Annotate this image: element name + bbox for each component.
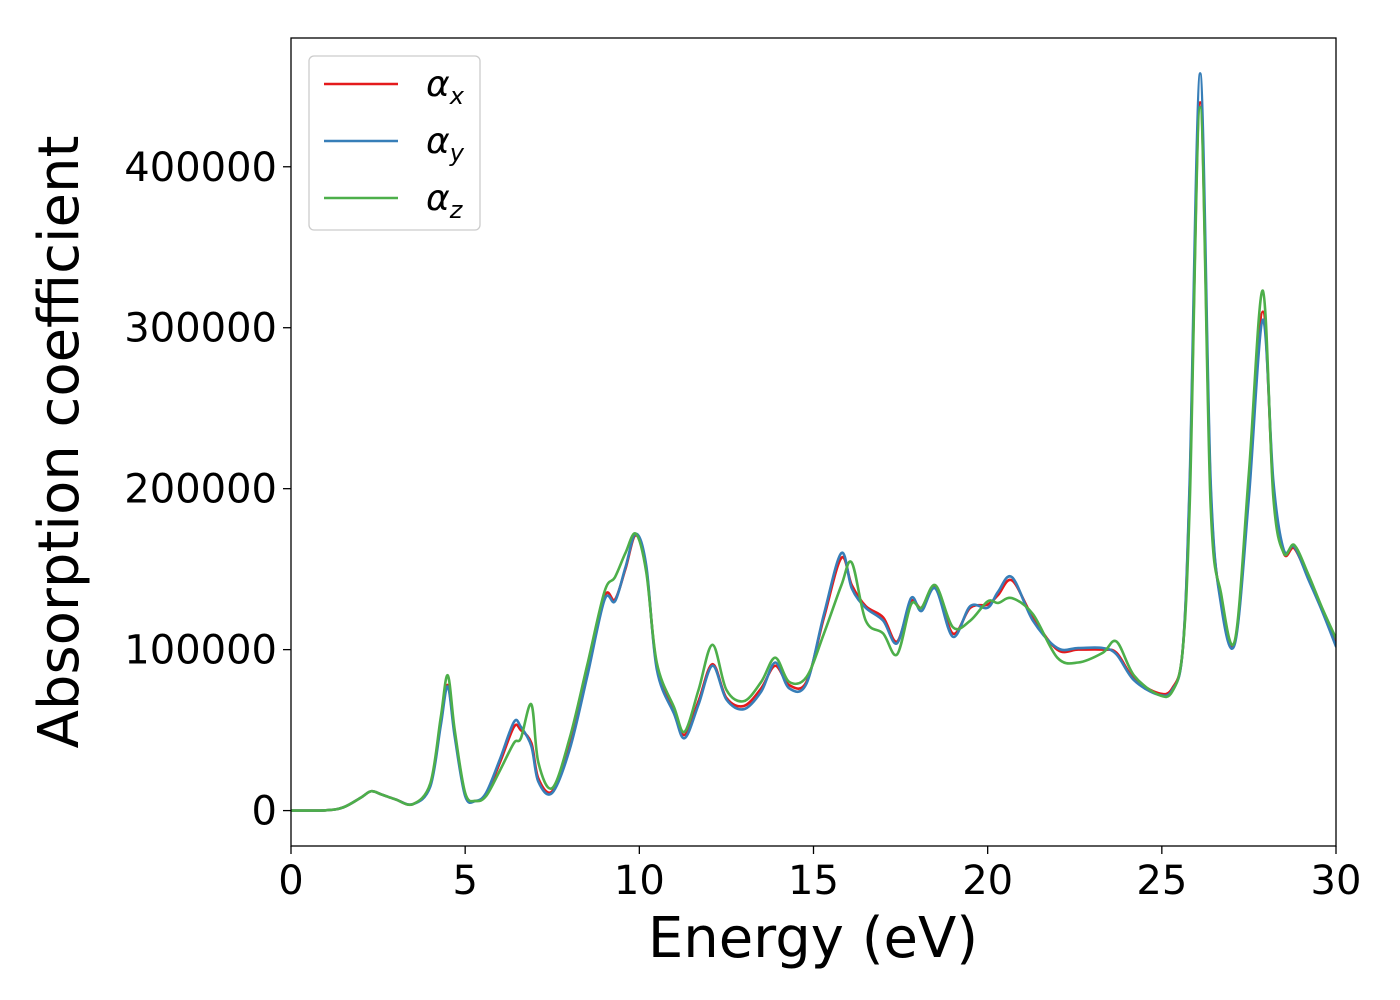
legend-label-z: αz [426,178,464,224]
y-tick-label: 400000 [124,145,277,191]
legend-label-x: αx [426,64,465,110]
y-axis-ticks: 0 100000 200000 300000 400000 [124,145,291,835]
x-axis-ticks: 0 5 10 15 20 25 30 [278,846,1361,904]
x-tick-label: 25 [1136,858,1187,904]
x-tick-label: 20 [962,858,1013,904]
x-tick-label: 10 [614,858,665,904]
x-tick-label: 15 [788,858,839,904]
y-axis-title: Absorption coefficient [27,136,92,749]
y-tick-label: 0 [252,789,277,835]
legend-label-y: αy [426,121,465,167]
y-tick-label: 200000 [124,467,277,513]
x-axis-title: Energy (eV) [648,906,978,971]
series-line-z [291,105,1336,812]
legend: αx αy αz [308,55,481,231]
series-lines [291,72,1336,812]
x-tick-label: 5 [452,858,477,904]
y-tick-label: 100000 [124,628,277,674]
x-tick-label: 30 [1311,858,1362,904]
y-tick-label: 300000 [124,306,277,352]
x-tick-label: 0 [278,858,303,904]
legend-box [308,55,481,231]
